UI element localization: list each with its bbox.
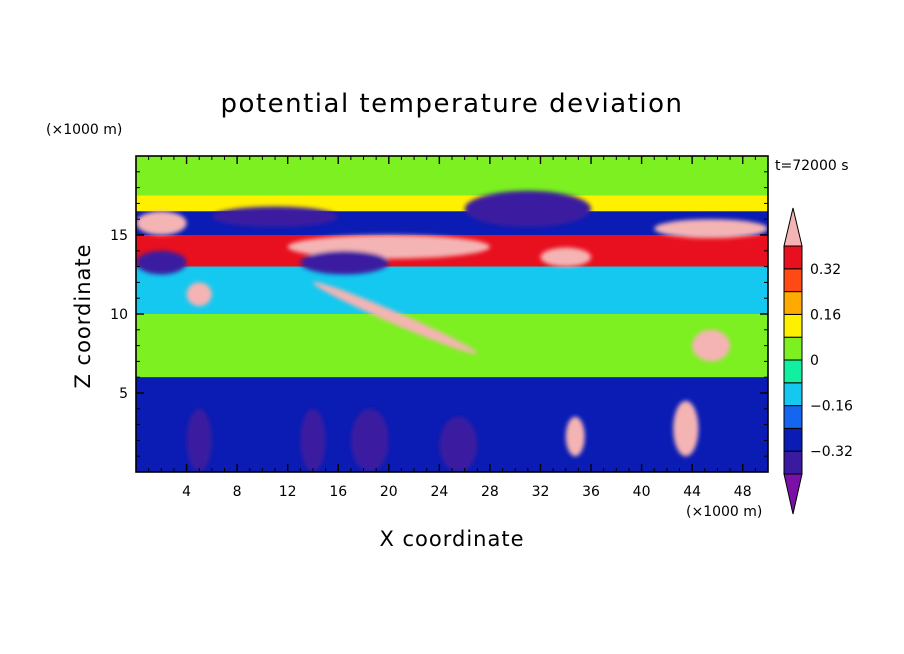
colorbar-box-6 xyxy=(783,313,803,338)
colorbar-label-2: 0 xyxy=(810,353,819,369)
feature-cold_column-13 xyxy=(186,408,212,472)
x-tick-label-0: 4 xyxy=(182,484,191,500)
colorbar-bottom-arrow xyxy=(783,473,803,515)
x-tick-label-7: 32 xyxy=(532,484,550,500)
colorbar-box-8 xyxy=(783,268,803,293)
y-axis-label: Z coordinate xyxy=(71,243,95,388)
feature-warm_column-11 xyxy=(673,400,699,457)
feature-cold_layer-6 xyxy=(300,250,389,275)
band-1 xyxy=(136,195,768,212)
field-features xyxy=(136,190,768,472)
time-label: t=72000 s xyxy=(775,158,849,174)
y-tick-label-2: 15 xyxy=(110,228,128,244)
x-tick-label-11: 48 xyxy=(734,484,752,500)
x-tick-label-3: 16 xyxy=(329,484,347,500)
feature-cold_layer-7 xyxy=(136,250,187,275)
plot-area xyxy=(136,156,768,472)
y-tick-label-0: 5 xyxy=(119,386,128,402)
x-tick-label-10: 44 xyxy=(683,484,701,500)
feature-cold_layer-5 xyxy=(464,190,592,228)
feature-warm_column-12 xyxy=(565,416,585,457)
colorbar-top-arrow xyxy=(783,207,803,247)
chart-title: potential temperature deviation xyxy=(221,89,684,119)
feature-warm_cell-9 xyxy=(692,329,731,362)
feature-warm_layer-2 xyxy=(540,247,592,267)
x-tick-label-9: 40 xyxy=(633,484,651,500)
colorbar-box-3 xyxy=(783,382,803,407)
colorbar-box-4 xyxy=(783,359,803,384)
colorbar-box-5 xyxy=(783,336,803,361)
band-4 xyxy=(136,266,768,314)
x-tick-label-4: 20 xyxy=(380,484,398,500)
colorbar-box-0 xyxy=(783,450,803,475)
x-axis-ticks: 4 8 12 16 20 24 28 32 36 40 44 48 xyxy=(148,156,756,500)
feature-warm_layer-0 xyxy=(136,211,187,235)
band-0 xyxy=(136,156,768,196)
colorbar-label-1: 0.16 xyxy=(810,307,841,323)
x-axis-label: X coordinate xyxy=(379,527,524,551)
colorbar-label-4: −0.32 xyxy=(810,444,853,460)
y-unit-label: (×1000 m) xyxy=(46,122,122,138)
x-tick-label-6: 28 xyxy=(481,484,499,500)
y-axis-ticks: 5 10 15 xyxy=(110,171,768,457)
colorbar-box-1 xyxy=(783,427,803,452)
x-tick-label-8: 36 xyxy=(582,484,600,500)
feature-warm_cell-10 xyxy=(186,282,212,307)
colorbar-box-9 xyxy=(783,245,803,270)
colorbar-label-0: 0.32 xyxy=(810,262,841,278)
feature-warm_layer-3 xyxy=(654,219,768,239)
y-tick-label-1: 10 xyxy=(110,307,128,323)
feature-warm_filament-8 xyxy=(312,281,478,354)
x-tick-label-1: 8 xyxy=(233,484,242,500)
colorbar-box-7 xyxy=(783,291,803,315)
feature-cold_layer-4 xyxy=(211,206,339,228)
colorbar: 0.32 0.16 0 −0.16 −0.32 xyxy=(783,207,853,515)
colorbar-label-3: −0.16 xyxy=(810,399,853,415)
x-tick-label-2: 12 xyxy=(279,484,297,500)
feature-cold_column-16 xyxy=(439,416,478,472)
feature-cold_column-14 xyxy=(300,408,326,472)
x-tick-label-5: 24 xyxy=(430,484,448,500)
x-unit-label: (×1000 m) xyxy=(686,504,762,520)
feature-cold_column-15 xyxy=(350,408,389,472)
colorbar-box-2 xyxy=(783,405,803,429)
